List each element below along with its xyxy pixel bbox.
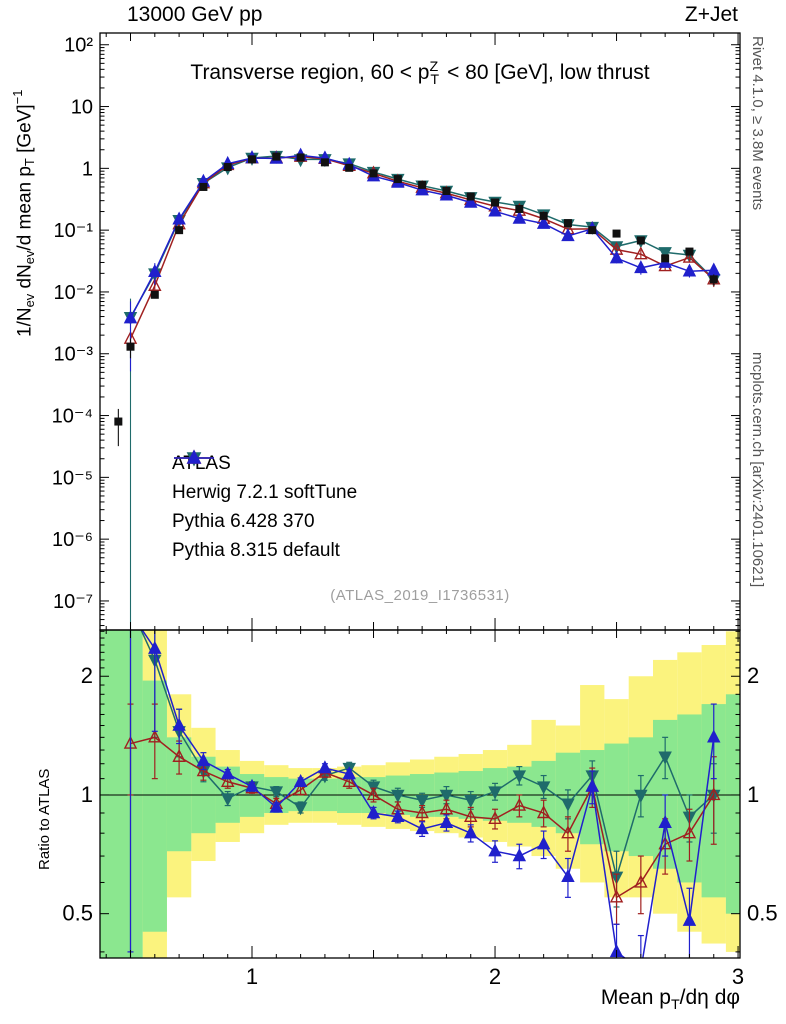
legend: ATLAS Herwig 7.2.1 softTune Pythia 6.428 3… [172,449,357,565]
svg-text:10⁻²: 10⁻² [54,282,94,304]
process-label: Z+Jet [684,3,738,26]
svg-text:1: 1 [81,782,93,807]
svg-text:10²: 10² [64,35,93,57]
svg-text:2: 2 [489,964,501,989]
beam-energy-label: 13000 GeV pp [127,3,263,26]
ratio-y-axis-title: Ratio to ATLAS [36,768,53,870]
svg-text:1: 1 [747,782,759,807]
svg-text:10⁻³: 10⁻³ [54,344,94,366]
svg-text:10⁻⁴: 10⁻⁴ [52,406,93,428]
svg-text:10: 10 [71,97,93,119]
x-axis-title: Mean pT/dη dφ [600,986,740,1014]
svg-text:10⁻⁶: 10⁻⁶ [52,529,93,551]
legend-item: Pythia 8.315 default [172,449,357,565]
mcplots-arxiv-note: mcplots.cern.ch [arXiv:2401.10621] [749,352,766,588]
svg-text:1: 1 [82,158,93,180]
analysis-id-watermark: (ATLAS_2019_I1736531) [330,587,510,604]
legend-label: Pythia 8.315 default [172,539,340,561]
legend-item: Pythia 6.428 370 [172,449,357,536]
legend-label: Pythia 6.428 370 [172,510,315,532]
axis-ticks [100,33,740,958]
ratio-frame [99,629,741,959]
main-panel-data [114,147,721,630]
svg-text:2: 2 [747,663,759,688]
svg-text:10⁻⁵: 10⁻⁵ [52,467,93,489]
svg-text:3: 3 [732,964,744,989]
ratio-panel-data [100,630,740,958]
svg-text:0.5: 0.5 [747,901,778,926]
main-y-axis-title: 1/Nev dNev/d mean pT [GeV]−1 [10,89,38,337]
svg-text:10⁻¹: 10⁻¹ [54,220,94,242]
svg-text:1: 1 [246,964,258,989]
axis-tick-labels: 10² 10 1 10⁻¹ 10⁻² 10⁻³ 10⁻⁴ 10⁻⁵ 10⁻⁶ 10⁻⁷ 2 2 1 1 0.… [52,35,778,989]
legend-label: Herwig 7.2.1 softTune [172,481,358,503]
svg-text:0.5: 0.5 [62,901,93,926]
rivet-version-note: Rivet 4.1.0, ≥ 3.8M events [749,36,766,211]
legend-item: Herwig 7.2.1 softTune [172,452,358,507]
observable-title: Transverse region, 60 < pZT < 80 [GeV], … [190,59,650,89]
triangle-up-legend-icon [174,449,214,464]
svg-text:2: 2 [81,663,93,688]
svg-text:10⁻⁷: 10⁻⁷ [53,591,93,613]
